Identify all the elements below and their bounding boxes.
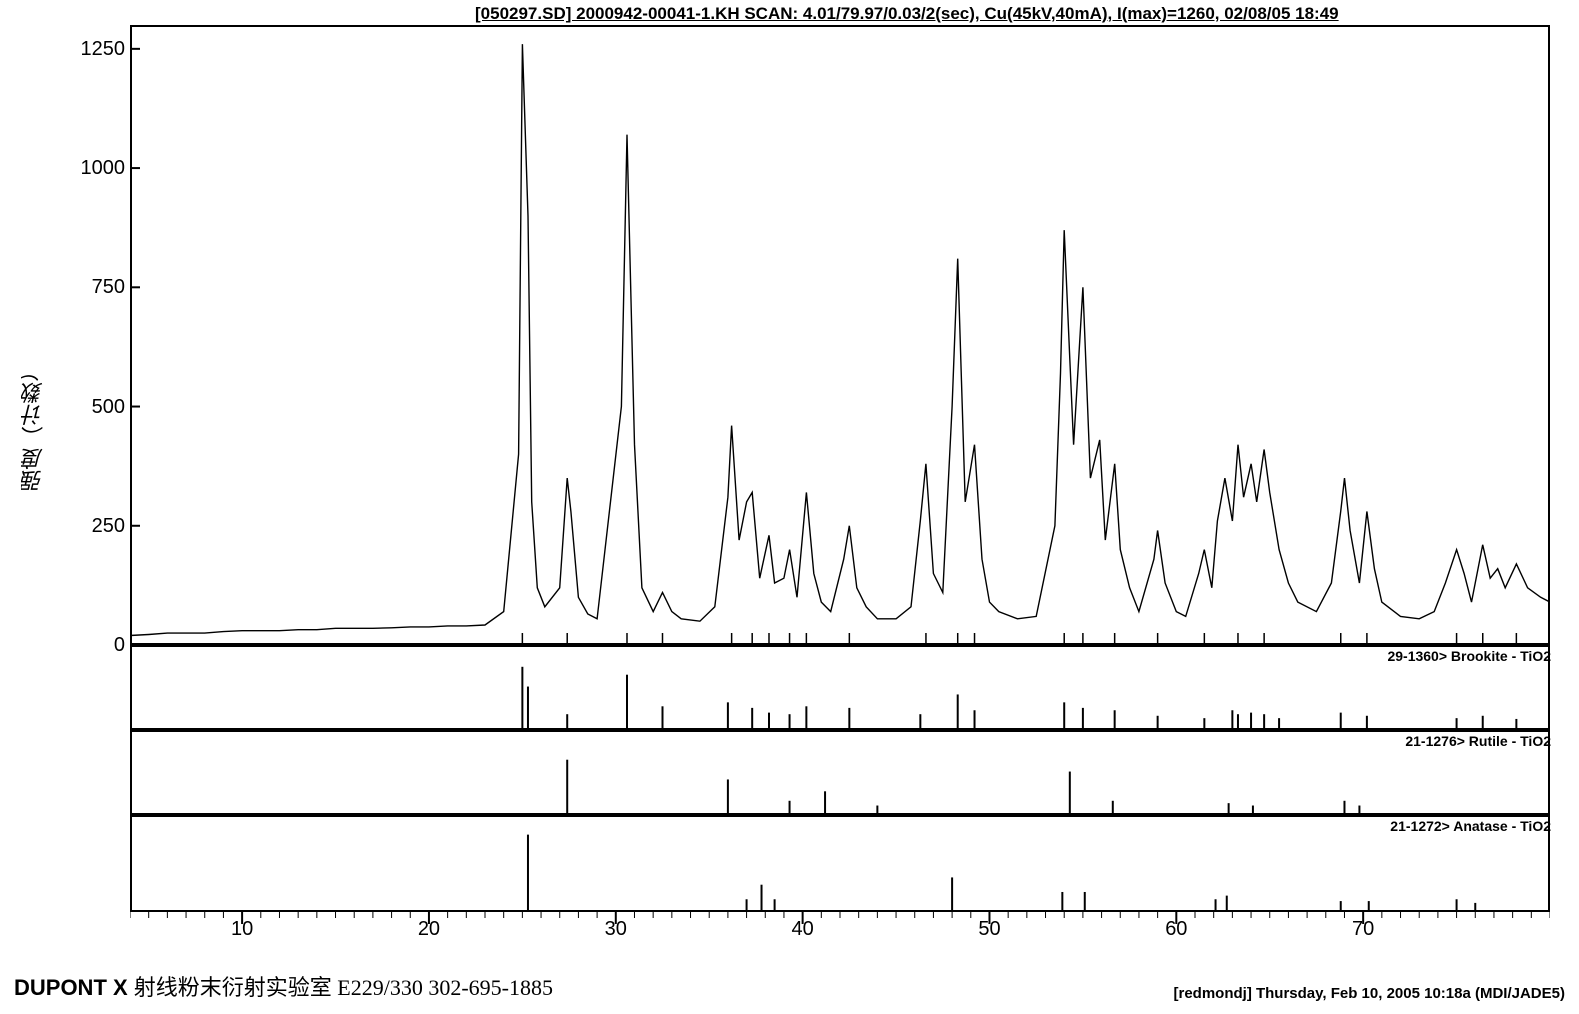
y-tick-label: 750 [65, 276, 125, 299]
y-tick-label: 0 [65, 634, 125, 657]
xrd-page: [050297.SD] 2000942-00041-1.KH SCAN: 4.0… [0, 0, 1579, 1014]
main-chart-svg [130, 25, 1550, 645]
ref3-label: 21-1272> Anatase - TiO2 [1390, 818, 1551, 834]
y-tick-label: 1250 [65, 38, 125, 61]
ref1-svg [130, 645, 1550, 730]
footer-left: DUPONT X 射线粉末衍射实验室 E229/330 302-695-1885 [14, 970, 553, 1002]
y-axis-label: 强度（计数） [18, 360, 50, 492]
y-tick-label: 1000 [65, 157, 125, 180]
footer-right: [redmondj] Thursday, Feb 10, 2005 10:18a… [1173, 985, 1565, 1002]
ref3-svg [130, 815, 1550, 912]
y-tick-label: 250 [65, 515, 125, 538]
footer-left-bold: DUPONT X [14, 975, 134, 1000]
ref1-label: 29-1360> Brookite - TiO2 [1387, 648, 1551, 664]
ref2-label: 21-1276> Rutile - TiO2 [1405, 733, 1551, 749]
footer-left-rest: 射线粉末衍射实验室 E229/330 302-695-1885 [134, 975, 553, 1000]
ref2-svg [130, 730, 1550, 815]
y-tick-label: 500 [65, 396, 125, 419]
scan-header: [050297.SD] 2000942-00041-1.KH SCAN: 4.0… [475, 4, 1339, 24]
